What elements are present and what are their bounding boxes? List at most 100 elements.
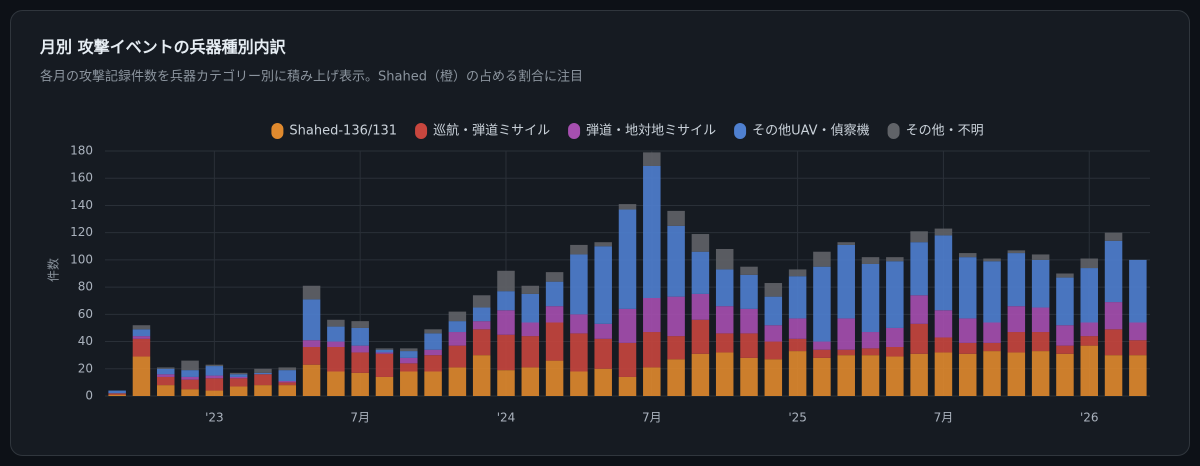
bar-segment — [351, 345, 369, 353]
bar-segment — [1104, 240, 1123, 303]
bar-segment — [764, 341, 783, 360]
bar-segment — [545, 322, 564, 361]
bar-segment — [181, 389, 199, 396]
bar-segment — [375, 349, 394, 353]
x-tick-label: '24 — [497, 411, 516, 425]
bar-segment — [205, 390, 224, 396]
bar-segment — [1031, 332, 1050, 352]
bar-segment — [788, 269, 807, 277]
x-tick-label: '25 — [788, 411, 807, 425]
bar-segment — [886, 356, 904, 396]
bar-segment — [643, 165, 661, 298]
y-tick-label: 0 — [85, 389, 93, 403]
bar-segment — [570, 244, 588, 255]
bar-segment — [545, 272, 564, 282]
bar-segment — [570, 254, 588, 315]
bar-segment — [934, 352, 953, 396]
bar-segment — [837, 318, 855, 350]
bar-segment — [618, 209, 637, 309]
bar-segment — [861, 263, 880, 333]
bar-segment — [254, 372, 272, 375]
bar-segment — [400, 363, 418, 372]
bar-segment — [983, 322, 1001, 343]
legend-label: 巡航・弾道ミサイル — [433, 123, 550, 139]
legend-marker — [734, 123, 747, 139]
bar-segment — [521, 322, 540, 337]
bar-segment — [837, 242, 855, 245]
bar-segment — [667, 296, 685, 337]
bar-segment — [958, 257, 977, 319]
bar-segment — [424, 371, 442, 396]
y-tick-label: 20 — [78, 361, 93, 375]
bar-segment — [1056, 345, 1074, 354]
bar-segment — [132, 329, 151, 337]
bar-segment — [229, 374, 248, 377]
bar-segment — [691, 293, 710, 320]
bar-segment — [521, 367, 540, 396]
bar-segment — [278, 385, 297, 396]
bar-segment — [1129, 355, 1147, 396]
legend-label: Shahed-136/131 — [289, 124, 397, 139]
bar-segment — [278, 367, 297, 371]
bar-segment — [351, 327, 369, 346]
y-tick-label: 120 — [70, 225, 93, 239]
y-tick-label: 60 — [78, 307, 93, 321]
bar-segment — [327, 326, 345, 342]
bar-segment — [594, 338, 612, 369]
bar-segment — [1031, 307, 1050, 333]
legend-marker — [568, 123, 581, 139]
bar-segment — [278, 382, 297, 386]
legend-marker — [887, 123, 900, 139]
bar-segment — [570, 314, 588, 334]
bar-segment — [837, 244, 855, 319]
bar-segment — [740, 357, 758, 396]
bar-segment — [181, 360, 199, 371]
bar-segment — [691, 319, 710, 354]
bar-segment — [302, 364, 321, 396]
bar-segment — [497, 370, 515, 396]
legend-marker — [271, 123, 284, 139]
bar-segment — [448, 321, 467, 333]
bar-segment — [545, 306, 564, 323]
bar-segment — [1007, 250, 1026, 254]
bar-segment — [1104, 355, 1123, 396]
bar-segment — [424, 355, 442, 372]
bar-segment — [254, 368, 272, 373]
bar-segment — [813, 341, 831, 350]
bar-segment — [375, 352, 394, 354]
bar-segment — [400, 357, 418, 364]
bar-segment — [618, 342, 637, 377]
bar-segment — [764, 296, 783, 326]
y-tick-label: 160 — [70, 171, 93, 185]
bar-segment — [740, 308, 758, 334]
bar-segment — [667, 359, 685, 396]
bar-segment — [1080, 268, 1098, 323]
bar-segment — [302, 299, 321, 341]
bar-segment — [157, 385, 175, 396]
bar-segment — [934, 337, 953, 353]
bar-segment — [497, 291, 515, 311]
bar-segment — [594, 246, 612, 324]
bar-segment — [618, 308, 637, 343]
bar-segment — [934, 235, 953, 311]
bar-segment — [497, 310, 515, 335]
legend-label: その他・不明 — [906, 124, 984, 139]
y-tick-label: 40 — [78, 334, 93, 348]
bar-segment — [618, 376, 637, 396]
bar-segment — [983, 261, 1001, 323]
bar-segment — [958, 318, 977, 343]
bar-segment — [254, 385, 272, 396]
bar-segment — [205, 375, 224, 379]
bar-segment — [375, 353, 394, 377]
bar-segment — [229, 378, 248, 387]
bar-segment — [400, 371, 418, 396]
bar-segment — [1129, 322, 1147, 341]
legend-label: その他UAV・偵察機 — [752, 124, 869, 139]
bar-segment — [861, 257, 880, 264]
bar-segment — [983, 351, 1001, 396]
bar-segment — [1007, 306, 1026, 333]
bar-segment — [643, 332, 661, 368]
y-tick-label: 180 — [70, 144, 93, 158]
bar-segment — [715, 306, 734, 334]
bar-segment — [181, 379, 199, 390]
